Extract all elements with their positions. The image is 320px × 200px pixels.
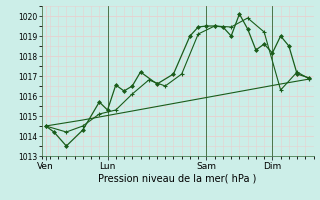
X-axis label: Pression niveau de la mer( hPa ): Pression niveau de la mer( hPa ) [99, 173, 257, 183]
